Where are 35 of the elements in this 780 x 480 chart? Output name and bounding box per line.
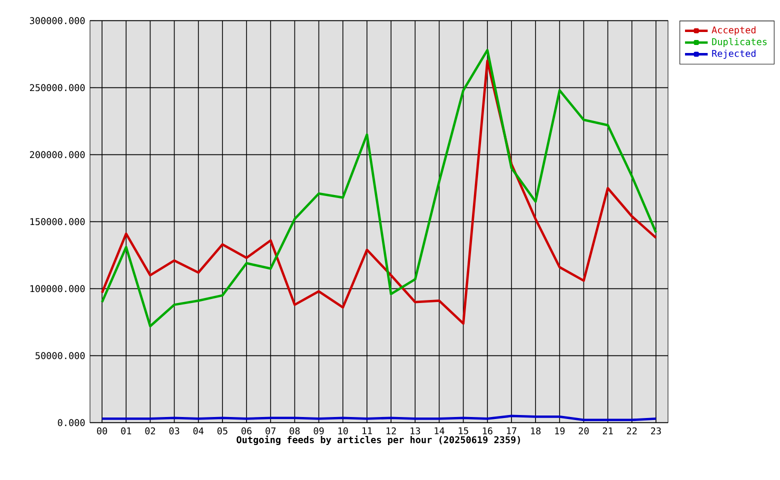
x-tick-label: 21: [602, 427, 613, 434]
y-tick-label: 0.000: [58, 419, 85, 426]
x-axis-title: Outgoing feeds by articles per hour (20250619 2359): [236, 436, 520, 446]
x-tick-label: 03: [169, 427, 180, 434]
x-tick-label: 09: [314, 427, 324, 434]
x-tick-label: 04: [193, 427, 204, 434]
x-tick-label: 16: [482, 427, 492, 434]
x-tick-label: 07: [266, 427, 276, 434]
x-tick-label: 13: [410, 427, 420, 434]
x-tick-label: 06: [242, 427, 252, 434]
y-tick-label: 50000.000: [36, 352, 85, 360]
x-tick-label: 14: [434, 427, 444, 434]
y-tick-label: 150000.000: [30, 218, 85, 226]
x-tick-label: 17: [506, 427, 516, 434]
x-tick-label: 00: [97, 427, 108, 434]
x-tick-label: 02: [145, 427, 156, 434]
x-tick-label: 08: [290, 427, 300, 434]
y-tick-label: 300000.000: [30, 17, 85, 24]
x-tick-label: 05: [217, 427, 228, 434]
x-tick-label: 18: [531, 427, 541, 434]
y-tick-label: 100000.000: [30, 285, 85, 292]
y-tick-label: 250000.000: [30, 84, 85, 92]
legend-label: Duplicates: [712, 38, 767, 48]
x-tick-label: 15: [458, 427, 468, 434]
legend-label: Accepted: [712, 26, 756, 36]
x-tick-label: 20: [578, 427, 589, 434]
x-tick-label: 12: [386, 427, 396, 434]
x-tick-label: 11: [362, 427, 372, 434]
x-tick-label: 23: [651, 427, 661, 434]
x-tick-label: 01: [121, 427, 132, 434]
x-tick-label: 10: [338, 427, 348, 434]
legend-label: Rejected: [712, 50, 756, 59]
x-tick-label: 22: [626, 427, 637, 434]
y-tick-label: 200000.000: [30, 151, 85, 158]
x-tick-label: 19: [555, 427, 565, 434]
